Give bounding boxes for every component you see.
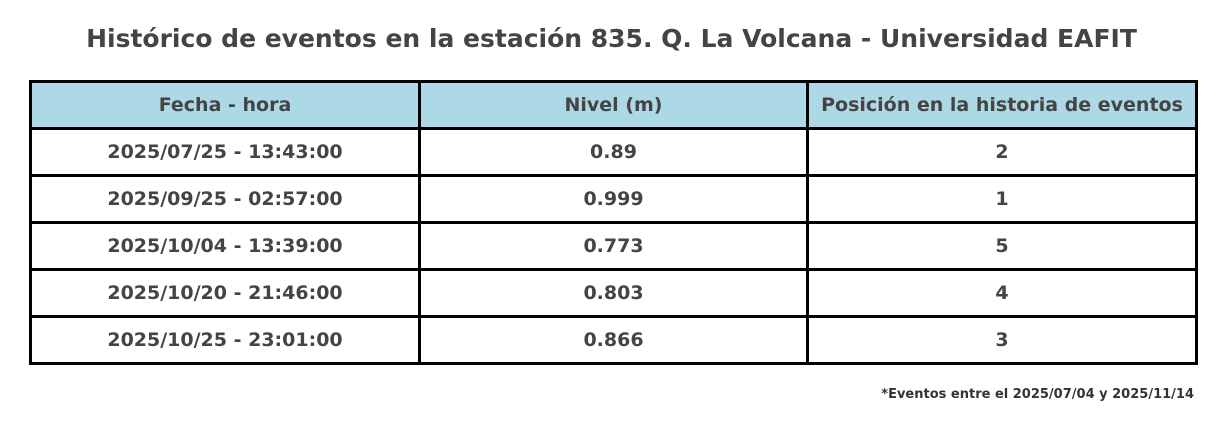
title: Histórico de eventos en la estación 835.…	[86, 24, 1137, 53]
table-cell: 2025/10/20 - 21:46:00	[29, 268, 421, 318]
table-cell: 2025/10/04 - 13:39:00	[29, 221, 421, 271]
header-cell: Fecha - hora	[29, 80, 421, 130]
table-row: 2025/07/25 - 13:43:00 0.89 2	[29, 127, 1198, 177]
table-cell: 3	[806, 315, 1198, 365]
header-row: Fecha - hora Nivel (m) Posición en la hist…	[29, 80, 1198, 130]
table-cell: 0.999	[418, 174, 809, 224]
table-row: 2025/09/25 - 02:57:00 0.999 1	[29, 174, 1198, 224]
table-cell: 4	[806, 268, 1198, 318]
table-cell: 0.866	[418, 315, 809, 365]
table-cell: 1	[806, 174, 1198, 224]
header-cell: Posición en la historia de eventos	[806, 80, 1198, 130]
table-cell: 0.89	[418, 127, 809, 177]
table-cell: 0.773	[418, 221, 809, 271]
table-cell: 2	[806, 127, 1198, 177]
table-row: 2025/10/04 - 13:39:00 0.773 5	[29, 221, 1198, 271]
events-table: Fecha - hora Nivel (m) Posición en la hist…	[29, 80, 1198, 365]
table-cell: 2025/07/25 - 13:43:00	[29, 127, 421, 177]
table-row: 2025/10/25 - 23:01:00 0.866 3	[29, 315, 1198, 365]
footnote: *Eventos entre el 2025/07/04 y 2025/11/1…	[881, 387, 1194, 402]
header-cell: Nivel (m)	[418, 80, 809, 130]
table-cell: 2025/10/25 - 23:01:00	[29, 315, 421, 365]
table-cell: 5	[806, 221, 1198, 271]
table-row: 2025/10/20 - 21:46:00 0.803 4	[29, 268, 1198, 318]
table-cell: 2025/09/25 - 02:57:00	[29, 174, 421, 224]
table-cell: 0.803	[418, 268, 809, 318]
